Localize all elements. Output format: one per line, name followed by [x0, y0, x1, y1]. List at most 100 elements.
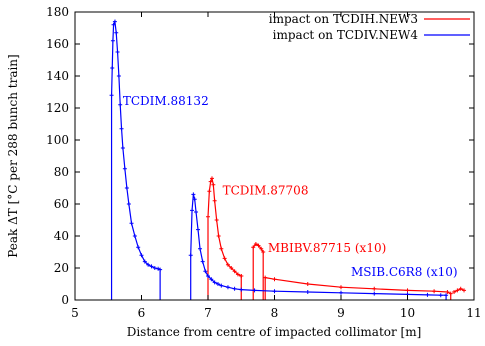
data-point — [190, 208, 195, 213]
data-point — [432, 289, 437, 294]
data-point — [192, 197, 197, 202]
series-line-segment — [110, 19, 161, 300]
data-point — [211, 182, 216, 187]
data-point — [339, 290, 343, 295]
data-point — [438, 293, 443, 298]
data-point — [445, 290, 450, 294]
y-tick-label: 80 — [54, 165, 69, 179]
data-point — [252, 288, 257, 293]
data-point — [212, 198, 217, 203]
data-point — [122, 166, 127, 171]
x-tick-label: 8 — [271, 306, 279, 320]
x-axis-title: Distance from centre of impacted collima… — [127, 325, 422, 339]
y-tick-label: 120 — [46, 101, 69, 115]
x-tick-label: 10 — [400, 306, 415, 320]
annotation-label: MSIB.C6R8 (x10) — [351, 265, 458, 279]
data-point — [235, 272, 240, 277]
data-point — [152, 266, 157, 270]
legend-label-tcdih: impact on TCDIH.NEW3 — [269, 12, 418, 26]
series-tcdiv-new4 — [109, 19, 449, 300]
data-point — [372, 291, 377, 296]
data-point — [112, 19, 117, 24]
ticks-layer: 5 6 7 8 9 10 11 0 20 40 60 80 100 120 140 160 180 — [46, 5, 482, 320]
series-line-segment — [264, 276, 452, 300]
y-axis-title: Peak ΔT [°C per 288 bunch train] — [6, 54, 20, 257]
data-point — [110, 66, 115, 70]
data-point — [219, 283, 224, 288]
annotation-label: MBIBV.87715 (x10) — [268, 241, 386, 255]
data-point — [198, 246, 203, 251]
data-point — [305, 290, 310, 294]
data-point — [136, 245, 141, 250]
legend-label-tcdiv: impact on TCDIV.NEW4 — [273, 28, 419, 42]
data-point — [114, 30, 119, 35]
data-point — [216, 234, 221, 238]
data-point — [225, 285, 230, 290]
data-point — [425, 292, 430, 297]
annotation-label: TCDIM.88132 — [123, 94, 209, 108]
data-point — [225, 262, 230, 267]
series-line-segment — [207, 176, 242, 300]
data-point — [239, 274, 244, 278]
data-point — [209, 277, 214, 282]
data-point — [139, 253, 144, 258]
y-tick-label: 140 — [46, 69, 69, 83]
data-point — [156, 266, 161, 271]
data-point — [405, 288, 410, 293]
y-tick-label: 180 — [46, 5, 69, 19]
data-point — [207, 189, 212, 194]
data-point — [251, 245, 256, 250]
data-point — [206, 214, 210, 219]
data-point — [256, 243, 261, 248]
data-point — [118, 102, 123, 107]
data-point — [208, 179, 213, 184]
data-point — [120, 146, 125, 150]
data-point — [452, 290, 457, 294]
data-point — [272, 289, 277, 294]
x-tick-label: 5 — [71, 306, 79, 320]
y-tick-label: 100 — [46, 133, 69, 147]
data-point — [462, 288, 467, 293]
data-point — [109, 93, 114, 98]
data-point — [115, 50, 120, 54]
data-point — [259, 246, 264, 251]
data-point — [305, 282, 310, 286]
y-tick-label: 160 — [46, 37, 69, 51]
data-point — [232, 286, 237, 291]
legend: impact on TCDIH.NEW3 impact on TCDIV.NEW… — [269, 12, 470, 42]
data-point — [142, 259, 147, 264]
annotation-label: TCDIM.87708 — [223, 183, 309, 197]
series-line-segment — [453, 288, 465, 293]
data-point — [119, 126, 124, 131]
data-point — [116, 74, 121, 78]
series-layer — [109, 19, 467, 300]
data-point — [132, 234, 137, 238]
data-point — [215, 282, 220, 286]
data-point — [124, 186, 129, 190]
data-point — [111, 22, 116, 27]
data-point — [232, 269, 237, 274]
data-point — [448, 291, 453, 296]
data-point — [146, 262, 151, 267]
data-point — [191, 192, 196, 197]
data-point — [222, 256, 227, 261]
data-point — [263, 275, 268, 280]
data-point — [253, 242, 258, 246]
data-point — [188, 253, 193, 258]
data-point — [158, 267, 163, 272]
data-point — [261, 250, 266, 254]
x-tick-label: 11 — [466, 306, 481, 320]
data-point — [339, 285, 343, 290]
data-point — [458, 286, 463, 291]
data-point — [194, 210, 199, 214]
data-point — [239, 287, 244, 292]
data-point — [196, 227, 201, 232]
plot-frame — [74, 11, 475, 301]
data-point — [219, 246, 224, 251]
data-point — [200, 259, 205, 264]
data-point — [129, 221, 134, 226]
data-point — [126, 202, 131, 206]
data-point — [229, 266, 234, 270]
data-point — [209, 176, 214, 181]
